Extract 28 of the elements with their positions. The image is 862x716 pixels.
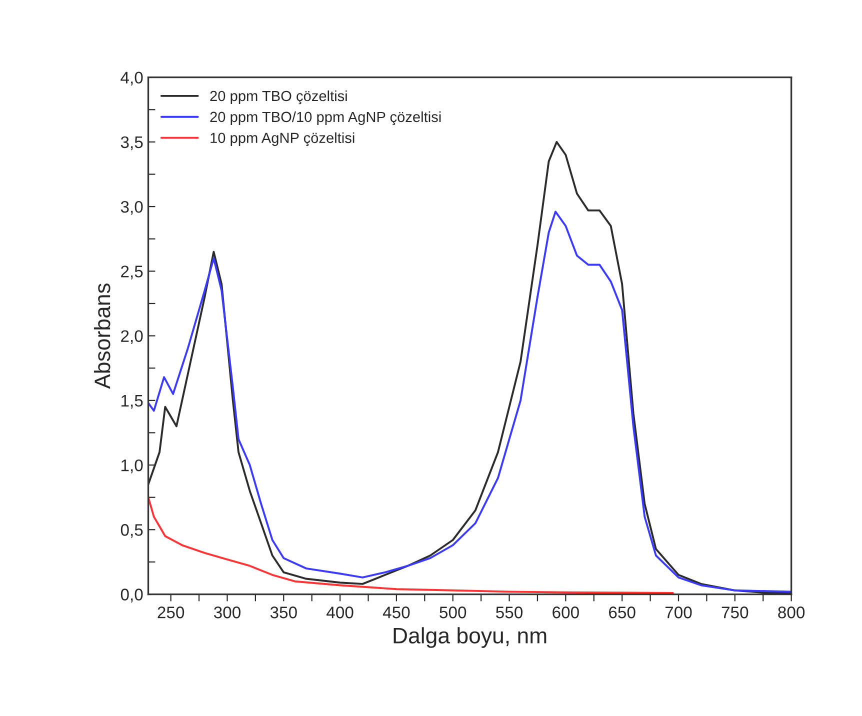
x-tick-label: 450	[382, 606, 410, 618]
x-tick-label: 700	[665, 606, 692, 618]
x-tick-label: 250	[158, 606, 184, 618]
y-tick-label: 4,0	[120, 72, 143, 86]
y-tick-label: 0,0	[120, 588, 143, 602]
line-series	[148, 210, 792, 593]
x-axis-title: Dalga boyu, nm	[394, 627, 546, 648]
line-series	[148, 496, 674, 594]
y-tick-label: 1,5	[122, 394, 143, 409]
y-tick-label: 0,5	[120, 524, 143, 538]
y-tick-label: 2,5	[121, 266, 143, 280]
y-tick-label: 2,0	[121, 330, 143, 344]
x-tick-label: 500	[440, 606, 466, 618]
legend-label: 20 ppm TBO çözeltisi	[210, 90, 347, 104]
x-tick-label: 600	[552, 606, 579, 618]
x-tick-label: 550	[496, 606, 523, 618]
x-tick-label: 800	[778, 606, 805, 618]
x-tick-label: 300	[214, 606, 240, 618]
x-tick-label: 650	[609, 606, 636, 618]
legend-label: 10 ppm AgNP çözeltisi	[210, 132, 354, 146]
x-tick-label: 750	[722, 606, 748, 618]
x-tick-label: 400	[326, 606, 354, 618]
legend-label: 20 ppm TBO/10 ppm AgNP çözeltisi	[210, 111, 441, 126]
y-tick-label: 1,0	[122, 459, 143, 474]
y-axis-title: Absorbans	[94, 283, 110, 389]
y-tick-label: 3,0	[120, 200, 143, 215]
x-tick-label: 350	[270, 606, 297, 618]
y-tick-label: 3,5	[120, 136, 143, 150]
